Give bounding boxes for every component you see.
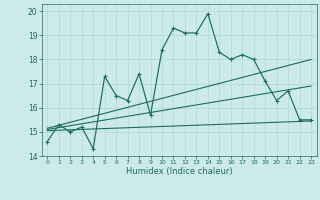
X-axis label: Humidex (Indice chaleur): Humidex (Indice chaleur) (126, 167, 233, 176)
